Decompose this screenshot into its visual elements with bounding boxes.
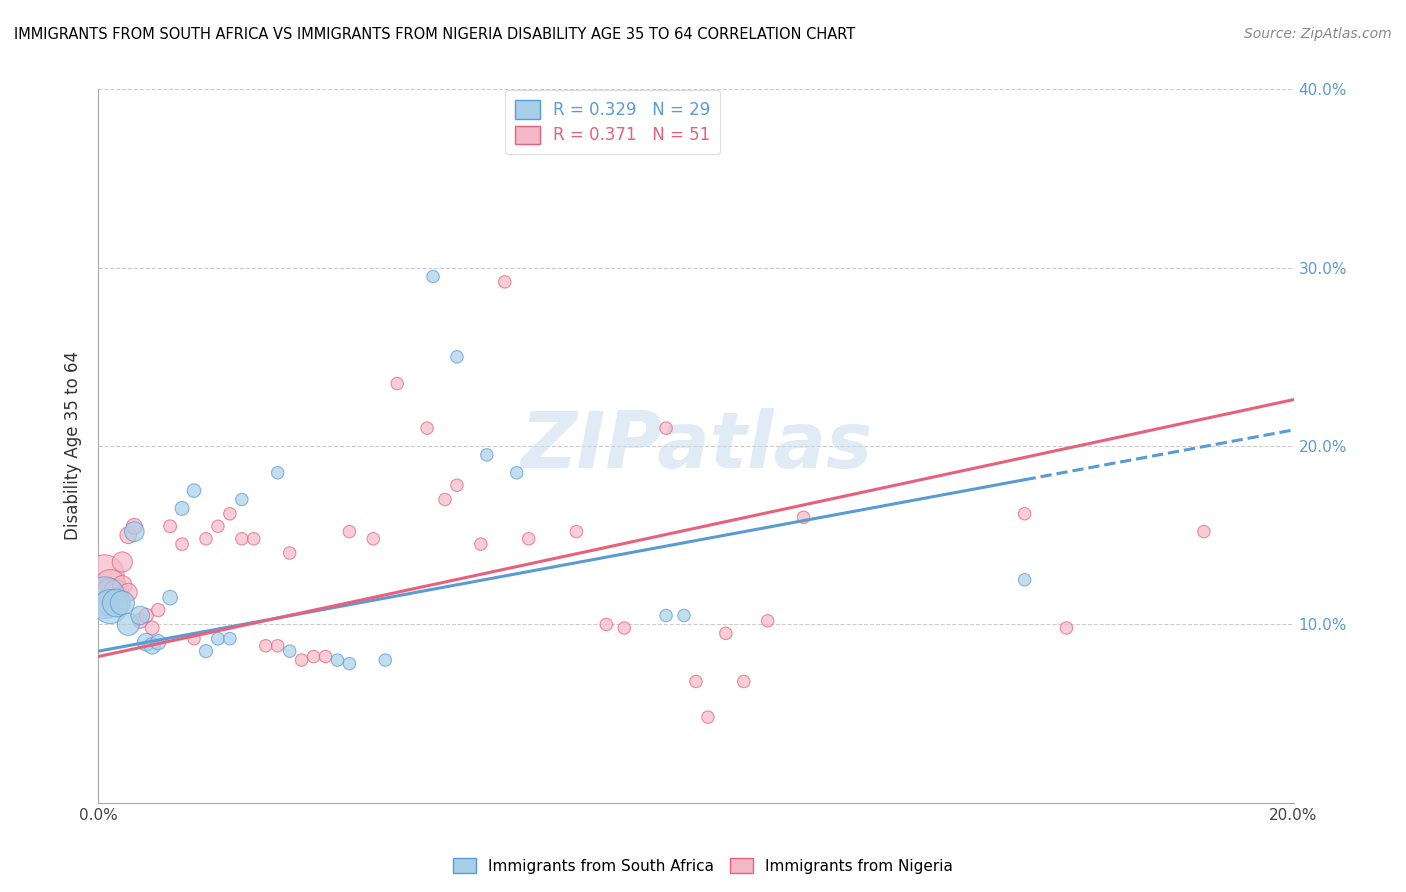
Point (135, 635, 157, 649)
Point (278, 546, 301, 560)
Point (374, 653, 396, 667)
Point (129, 614, 152, 628)
Point (117, 528, 139, 542)
Point (756, 614, 779, 628)
Point (475, 448, 498, 462)
Point (172, 501, 194, 516)
Point (733, 674, 755, 689)
Point (93, 567, 115, 582)
Point (517, 532, 540, 546)
Point (363, 532, 385, 546)
Point (111, 578, 134, 592)
Text: Source: ZipAtlas.com: Source: ZipAtlas.com (1244, 27, 1392, 41)
Point (685, 674, 707, 689)
Point (302, 649, 325, 664)
Point (195, 532, 218, 546)
Point (385, 376, 409, 391)
Point (100, 578, 122, 592)
Point (105, 585, 128, 599)
Point (141, 639, 163, 653)
Point (172, 537, 194, 551)
Point (673, 608, 696, 623)
Point (339, 657, 360, 671)
Point (141, 621, 163, 635)
Point (231, 532, 253, 546)
Point (494, 275, 516, 289)
Point (1192, 524, 1215, 539)
Point (793, 510, 815, 524)
Point (183, 483, 205, 498)
Point (254, 639, 277, 653)
Point (183, 632, 205, 646)
Point (416, 421, 439, 435)
Point (148, 635, 170, 649)
Point (595, 617, 617, 632)
Point (1014, 573, 1036, 587)
Point (231, 492, 253, 507)
Point (207, 632, 229, 646)
Point (135, 608, 157, 623)
Point (105, 596, 128, 610)
Point (446, 350, 468, 364)
Point (124, 519, 146, 533)
Point (243, 532, 266, 546)
Point (506, 466, 529, 480)
Point (278, 644, 301, 658)
Point (315, 649, 337, 664)
Point (326, 653, 349, 667)
Point (1054, 621, 1078, 635)
Point (655, 608, 678, 623)
Point (159, 519, 181, 533)
Point (195, 644, 218, 658)
Point (446, 478, 468, 492)
Point (111, 555, 134, 569)
Text: ZIPatlas: ZIPatlas (520, 408, 872, 484)
Point (267, 466, 290, 480)
Point (291, 653, 314, 667)
Point (1014, 507, 1036, 521)
Point (117, 617, 139, 632)
Point (697, 710, 720, 724)
Point (613, 621, 636, 635)
Point (714, 626, 737, 640)
Point (422, 269, 444, 284)
Point (117, 585, 139, 599)
Point (100, 599, 122, 614)
Point (105, 596, 128, 610)
Point (100, 585, 122, 599)
Point (93, 591, 115, 605)
Point (434, 492, 457, 507)
Point (111, 596, 134, 610)
Point (267, 639, 290, 653)
Point (129, 608, 152, 623)
Y-axis label: Disability Age 35 to 64: Disability Age 35 to 64 (65, 351, 83, 541)
Point (124, 524, 146, 539)
Point (565, 524, 588, 539)
Point (470, 537, 492, 551)
Point (159, 591, 181, 605)
Text: IMMIGRANTS FROM SOUTH AFRICA VS IMMIGRANTS FROM NIGERIA DISABILITY AGE 35 TO 64 : IMMIGRANTS FROM SOUTH AFRICA VS IMMIGRAN… (14, 27, 855, 42)
Point (339, 524, 360, 539)
Point (207, 519, 229, 533)
Legend: R = 0.329   N = 29, R = 0.371   N = 51: R = 0.329 N = 29, R = 0.371 N = 51 (505, 90, 720, 154)
Legend: Immigrants from South Africa, Immigrants from Nigeria: Immigrants from South Africa, Immigrants… (447, 852, 959, 880)
Point (219, 507, 242, 521)
Point (219, 632, 242, 646)
Point (655, 421, 678, 435)
Point (93, 591, 115, 605)
Point (148, 603, 170, 617)
